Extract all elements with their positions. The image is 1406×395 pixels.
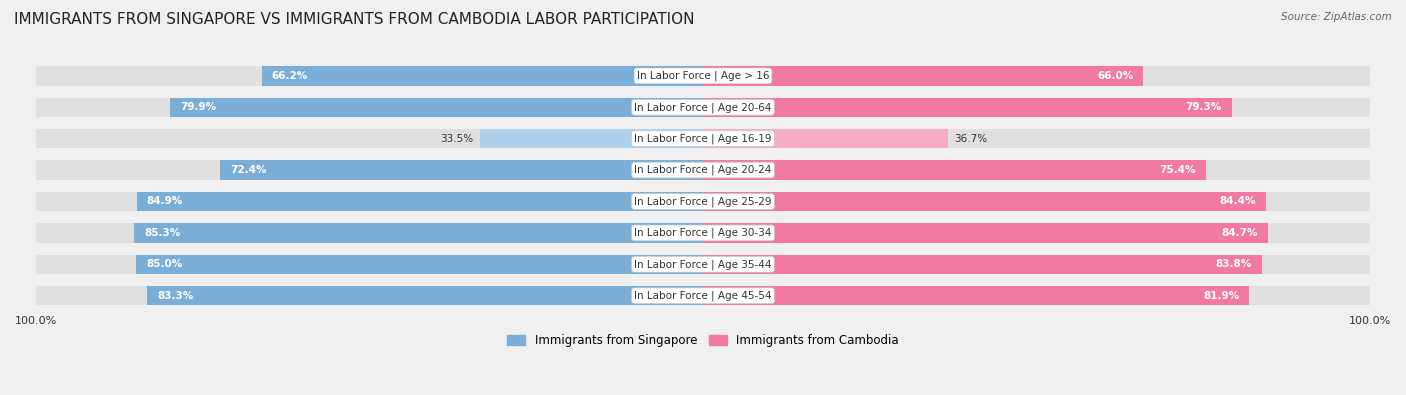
Text: 33.5%: 33.5% [440, 134, 472, 144]
Text: In Labor Force | Age 30-34: In Labor Force | Age 30-34 [634, 228, 772, 238]
Bar [703, 192, 1265, 211]
Bar [37, 129, 703, 149]
Text: 83.8%: 83.8% [1216, 259, 1251, 269]
Text: In Labor Force | Age 16-19: In Labor Force | Age 16-19 [634, 134, 772, 144]
Bar [703, 98, 1232, 117]
Text: 79.9%: 79.9% [180, 102, 217, 112]
Bar [479, 129, 703, 149]
Text: 75.4%: 75.4% [1160, 165, 1197, 175]
Bar [703, 286, 1249, 305]
Bar [37, 254, 703, 274]
Text: In Labor Force | Age 20-24: In Labor Force | Age 20-24 [634, 165, 772, 175]
Bar [136, 192, 703, 211]
Text: 81.9%: 81.9% [1204, 291, 1239, 301]
Bar [703, 192, 1369, 211]
Bar [262, 66, 703, 86]
Bar [703, 223, 1268, 243]
Text: 79.3%: 79.3% [1185, 102, 1222, 112]
Text: In Labor Force | Age 20-64: In Labor Force | Age 20-64 [634, 102, 772, 113]
Text: 84.9%: 84.9% [146, 196, 183, 207]
Text: In Labor Force | Age > 16: In Labor Force | Age > 16 [637, 71, 769, 81]
Bar [136, 254, 703, 274]
Bar [37, 98, 703, 117]
Text: 66.2%: 66.2% [271, 71, 308, 81]
Bar [148, 286, 703, 305]
Bar [703, 129, 1369, 149]
Bar [703, 160, 1206, 180]
Legend: Immigrants from Singapore, Immigrants from Cambodia: Immigrants from Singapore, Immigrants fr… [503, 329, 903, 352]
Bar [37, 160, 703, 180]
Bar [703, 160, 1369, 180]
Bar [703, 223, 1369, 243]
Text: 84.7%: 84.7% [1222, 228, 1258, 238]
Bar [703, 286, 1369, 305]
Bar [37, 286, 703, 305]
Text: 36.7%: 36.7% [955, 134, 987, 144]
Text: 83.3%: 83.3% [157, 291, 194, 301]
Text: Source: ZipAtlas.com: Source: ZipAtlas.com [1281, 12, 1392, 22]
Bar [37, 192, 703, 211]
Text: In Labor Force | Age 35-44: In Labor Force | Age 35-44 [634, 259, 772, 269]
Bar [170, 98, 703, 117]
Text: 72.4%: 72.4% [231, 165, 267, 175]
Text: 85.3%: 85.3% [145, 228, 180, 238]
Bar [703, 254, 1261, 274]
Bar [37, 66, 703, 86]
Text: In Labor Force | Age 25-29: In Labor Force | Age 25-29 [634, 196, 772, 207]
Bar [703, 66, 1143, 86]
Bar [37, 223, 703, 243]
Text: 84.4%: 84.4% [1219, 196, 1256, 207]
Bar [703, 129, 948, 149]
Text: In Labor Force | Age 45-54: In Labor Force | Age 45-54 [634, 290, 772, 301]
Text: 66.0%: 66.0% [1097, 71, 1133, 81]
Bar [134, 223, 703, 243]
Bar [703, 98, 1369, 117]
Bar [703, 254, 1369, 274]
Text: 85.0%: 85.0% [146, 259, 183, 269]
Bar [703, 66, 1369, 86]
Text: IMMIGRANTS FROM SINGAPORE VS IMMIGRANTS FROM CAMBODIA LABOR PARTICIPATION: IMMIGRANTS FROM SINGAPORE VS IMMIGRANTS … [14, 12, 695, 27]
Bar [221, 160, 703, 180]
